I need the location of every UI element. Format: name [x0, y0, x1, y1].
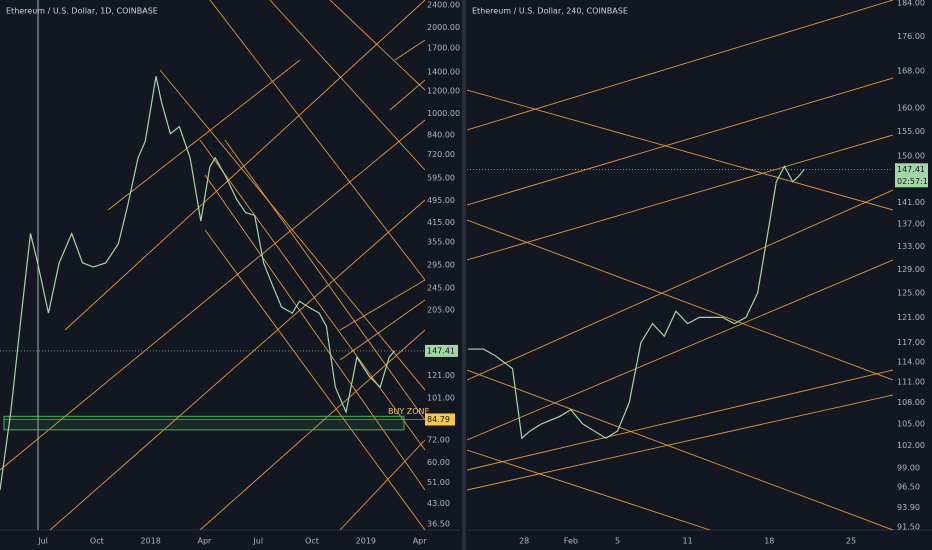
y-tick-label: 121.00 — [427, 371, 455, 380]
y-tick-label: 595.00 — [427, 173, 455, 182]
y-tick-label: 111.00 — [897, 378, 925, 387]
y-tick-label: 101.00 — [427, 393, 455, 402]
buy-zone-label: BUY ZONE — [388, 407, 430, 416]
trend-lines — [467, 0, 893, 530]
countdown: 02:57:10 — [897, 177, 932, 186]
y-tick-label: 840.00 — [427, 131, 455, 140]
y-tick-label: 176.00 — [897, 32, 925, 41]
y-tick-label: 91.50 — [897, 523, 920, 532]
price-marker-label: 147.41 — [897, 165, 925, 174]
y-tick-label: 102.00 — [897, 441, 925, 450]
trend-lines — [0, 0, 425, 530]
price-marker-box — [895, 163, 928, 188]
y-tick-label: 205.00 — [427, 306, 455, 315]
y-tick-label: 150.00 — [897, 152, 925, 161]
x-tick-label: Apr — [198, 537, 213, 546]
x-tick-label: Oct — [305, 537, 319, 546]
y-tick-label: 125.00 — [897, 288, 925, 297]
level-marker-label: 84.79 — [427, 415, 450, 424]
y-tick-label: 51.00 — [427, 478, 450, 487]
price-line — [468, 165, 805, 440]
y-tick-label: 121.00 — [897, 313, 925, 322]
y-tick-label: 36.50 — [427, 520, 450, 529]
x-tick-label: 2018 — [140, 537, 160, 546]
y-tick-label: 60.00 — [427, 458, 450, 467]
y-tick-label: 1000.00 — [427, 109, 460, 118]
y-tick-label: 184.00 — [897, 0, 925, 8]
x-tick-label: 25 — [846, 537, 856, 546]
y-tick-label: 117.00 — [897, 338, 925, 347]
y-tick-label: 495.00 — [427, 196, 455, 205]
y-tick-label: 168.00 — [897, 67, 925, 76]
x-tick-label: Oct — [90, 537, 104, 546]
chart-title: Ethereum / U.S. Dollar, 1D, COINBASE — [6, 7, 158, 16]
y-tick-label: 93.90 — [897, 503, 920, 512]
y-tick-label: 2400.00 — [427, 1, 460, 10]
x-tick-label: Jul — [37, 537, 48, 546]
y-tick-label: 114.00 — [897, 358, 925, 367]
panel-divider — [462, 0, 466, 550]
price-line — [0, 76, 395, 491]
y-tick-label: 137.00 — [897, 220, 925, 229]
y-tick-label: 43.00 — [427, 499, 450, 508]
y-tick-label: 355.00 — [427, 237, 455, 246]
x-tick-label: 5 — [615, 537, 620, 546]
x-tick-label: 18 — [764, 537, 774, 546]
buy-zone — [3, 415, 405, 431]
y-tick-label: 129.00 — [897, 265, 925, 274]
x-tick-label: Jul — [252, 537, 263, 546]
y-tick-label: 72.00 — [427, 435, 450, 444]
x-tick-label: 11 — [682, 537, 692, 546]
y-tick-label: 160.00 — [897, 103, 925, 112]
y-tick-label: 96.50 — [897, 483, 920, 492]
x-tick-label: 28 — [519, 537, 529, 546]
y-tick-label: 1700.00 — [427, 43, 460, 52]
y-tick-label: 2000.00 — [427, 23, 460, 32]
price-marker-box — [425, 344, 458, 357]
y-tick-label: 245.00 — [427, 283, 455, 292]
y-tick-label: 105.00 — [897, 419, 925, 428]
y-tick-label: 155.00 — [897, 127, 925, 136]
y-tick-label: 720.00 — [427, 150, 455, 159]
y-tick-label: 415.00 — [427, 218, 455, 227]
chart-title: Ethereum / U.S. Dollar, 240, COINBASE — [472, 7, 628, 16]
y-tick-label: 1400.00 — [427, 67, 460, 76]
level-marker — [425, 413, 455, 426]
y-tick-label: 295.00 — [427, 260, 455, 269]
y-tick-label: 108.00 — [897, 398, 925, 407]
y-tick-label: 133.00 — [897, 242, 925, 251]
y-tick-label: 141.00 — [897, 198, 925, 207]
y-tick-label: 1200.00 — [427, 86, 460, 95]
price-marker-label: 147.41 — [427, 346, 455, 355]
x-tick-label: Feb — [564, 537, 578, 546]
y-tick-label: 99.00 — [897, 463, 920, 472]
x-tick-label: 2019 — [356, 537, 376, 546]
x-tick-label: Apr — [413, 537, 428, 546]
